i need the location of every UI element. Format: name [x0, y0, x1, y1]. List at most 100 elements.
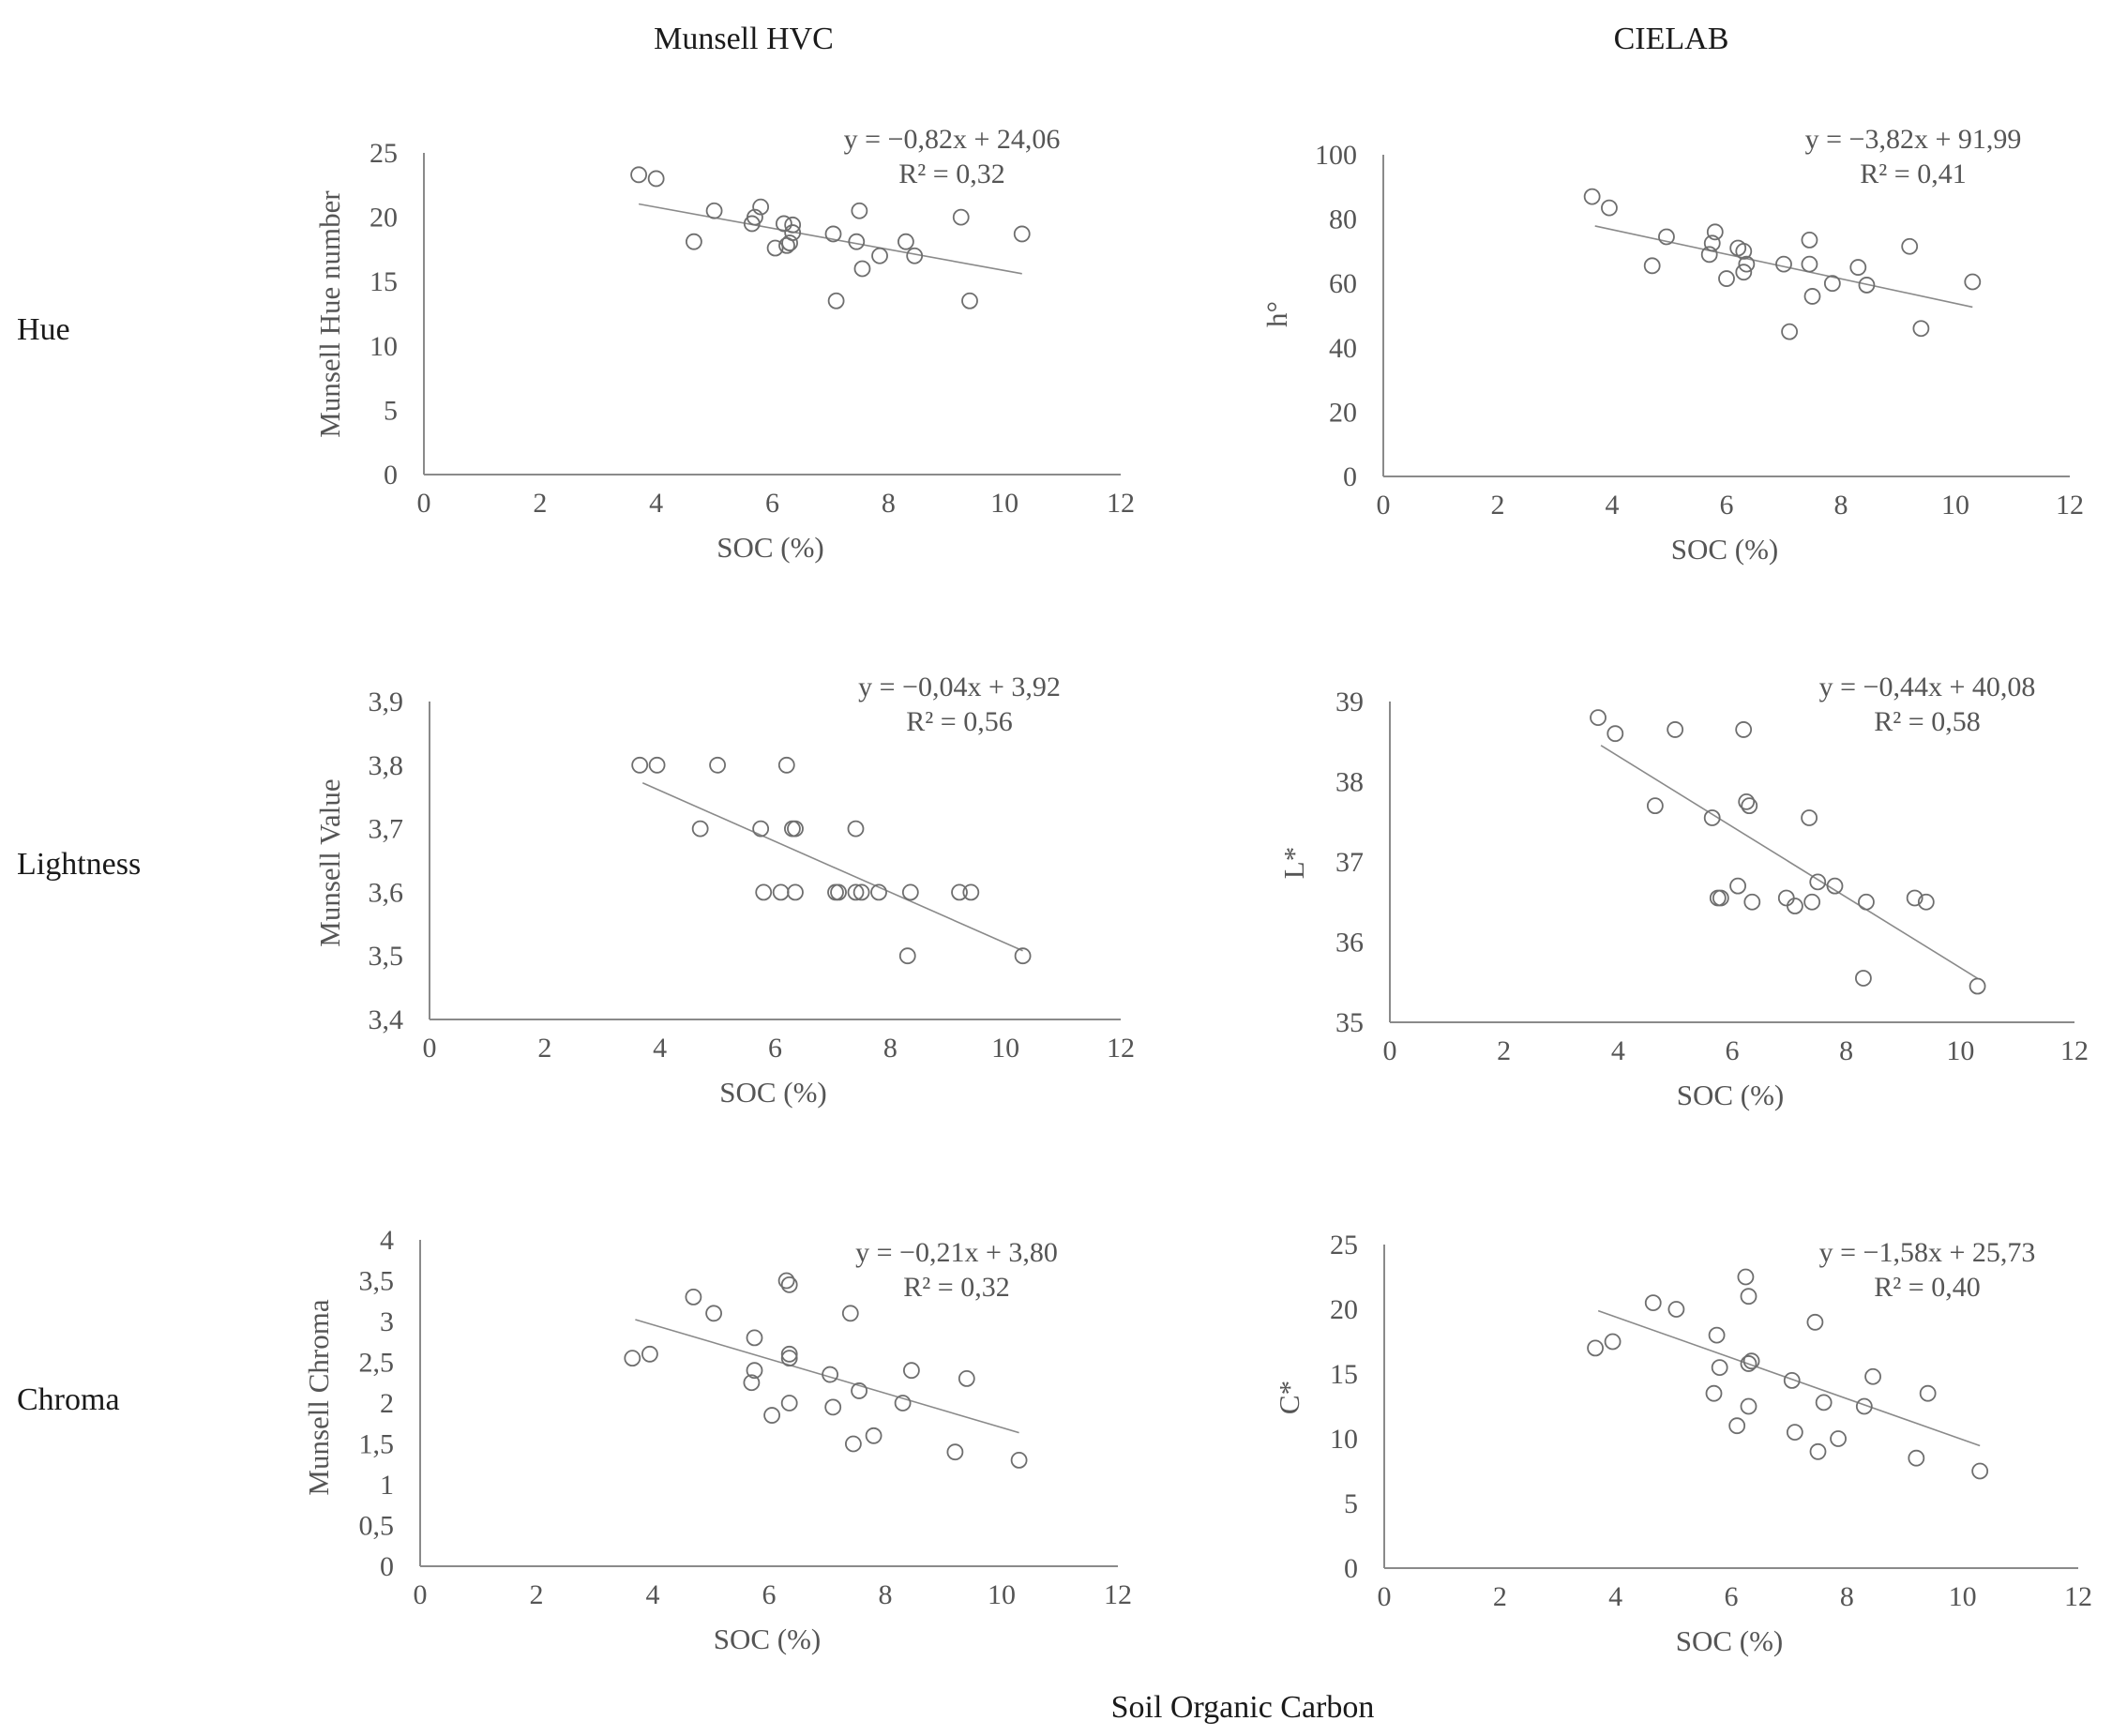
data-point — [847, 883, 865, 901]
x-tick-label: 2 — [1493, 1581, 1507, 1612]
data-point — [1781, 323, 1798, 340]
trend-equation: y = −3,82x + 91,99 — [1805, 124, 2022, 155]
y-tick-label: 0 — [384, 460, 398, 491]
data-point — [1858, 893, 1875, 911]
data-point — [709, 756, 726, 774]
data-point — [1601, 199, 1618, 217]
chart-hue-munsell: 0 2 4 6 8 10 12 0 5 10 15 20 25 SOC (%) Munsell Hue nu… — [313, 124, 1135, 564]
chart-hue-cielab: 0 2 4 6 8 10 12 0 20 40 60 80 100 SOC (%) h° y = −3,82x… — [1260, 124, 2084, 566]
x-tick-label: 2 — [530, 1579, 544, 1610]
data-point — [961, 292, 978, 309]
y-tick-label: 3,6 — [369, 877, 404, 908]
data-point — [1587, 1339, 1604, 1357]
data-point — [781, 234, 798, 251]
data-point — [1706, 223, 1724, 241]
data-point — [686, 233, 702, 250]
x-tick-label: 10 — [1946, 1035, 1974, 1066]
data-point — [648, 756, 666, 774]
r-squared-label: R² = 0,58 — [1874, 706, 1980, 737]
x-axis-title: SOC (%) — [1677, 1079, 1785, 1111]
y-tick-label: 20 — [1330, 1294, 1358, 1325]
y-axis-title: C* — [1273, 1381, 1305, 1414]
row-label-lightness: Lightness — [17, 847, 141, 882]
data-point — [1711, 1359, 1728, 1376]
data-point — [780, 1276, 798, 1293]
data-point — [747, 208, 763, 226]
data-point — [1703, 234, 1721, 252]
y-tick-label: 80 — [1329, 204, 1357, 235]
y-tick-label: 3,5 — [369, 941, 404, 972]
x-tick-label: 0 — [1383, 1035, 1397, 1066]
data-point — [847, 820, 865, 838]
x-axis-title: SOC (%) — [1676, 1624, 1784, 1657]
x-tick-label: 12 — [2056, 490, 2084, 521]
data-point — [1803, 893, 1821, 911]
data-point — [1901, 237, 1919, 255]
x-tick-label: 0 — [417, 488, 431, 519]
x-tick-label: 0 — [1377, 490, 1391, 521]
data-point — [1917, 893, 1935, 911]
x-tick-label: 6 — [765, 488, 779, 519]
data-point — [1643, 257, 1661, 275]
y-tick-label: 39 — [1335, 687, 1364, 717]
x-tick-label: 2 — [1491, 490, 1505, 521]
trendline — [1600, 745, 1979, 979]
data-point — [752, 820, 770, 838]
data-point — [1735, 264, 1753, 281]
y-tick-label: 4 — [380, 1225, 394, 1256]
y-tick-label: 20 — [1329, 397, 1357, 428]
x-axis-title: SOC (%) — [717, 531, 824, 564]
y-tick-label: 5 — [1344, 1488, 1358, 1519]
x-tick-label: 6 — [768, 1033, 782, 1064]
data-point — [777, 1272, 795, 1290]
x-tick-label: 10 — [1949, 1581, 1977, 1612]
data-point — [1712, 889, 1729, 907]
data-point — [1740, 1355, 1757, 1372]
data-point — [1912, 320, 1930, 338]
data-point — [1667, 1301, 1685, 1318]
x-tick-label: 10 — [990, 488, 1018, 519]
data-point — [827, 292, 845, 309]
data-point — [766, 239, 784, 257]
data-point — [772, 883, 790, 901]
data-point — [962, 883, 980, 901]
data-point — [705, 202, 723, 219]
y-tick-label: 0 — [1344, 1553, 1358, 1584]
x-tick-label: 2 — [537, 1033, 551, 1064]
x-tick-label: 12 — [1107, 1033, 1135, 1064]
data-point — [1741, 797, 1758, 815]
chart-lightness-munsell: 0 2 4 6 8 10 12 3,4 3,5 3,6 3,7 3,8 3,9 SOC (%) Munsel… — [313, 672, 1135, 1109]
y-tick-label: 35 — [1335, 1007, 1364, 1038]
data-point — [1801, 255, 1818, 273]
data-point — [780, 1395, 798, 1411]
y-tick-label: 36 — [1335, 928, 1364, 959]
chart-lightness-cielab: 0 2 4 6 8 10 12 35 36 37 38 39 SOC (%) L* y = −0,44x +… — [1277, 672, 2089, 1111]
data-point — [894, 1395, 912, 1411]
data-point — [1855, 1397, 1873, 1415]
data-point — [1010, 1452, 1028, 1469]
y-tick-label: 3,4 — [369, 1004, 404, 1035]
data-point — [1775, 255, 1792, 273]
data-point — [746, 1329, 763, 1347]
trend-equation: y = −1,58x + 25,73 — [1819, 1237, 2036, 1268]
trend-equation: y = −0,04x + 3,92 — [858, 672, 1061, 702]
data-point — [898, 233, 914, 250]
data-point — [787, 820, 804, 838]
y-tick-label: 3 — [380, 1306, 394, 1337]
y-axis-title: h° — [1260, 301, 1293, 327]
x-tick-label: 4 — [1608, 1581, 1622, 1612]
data-point — [1855, 970, 1872, 987]
column-header-munsell: Munsell HVC — [654, 22, 834, 56]
data-point — [951, 883, 968, 901]
data-point — [1735, 242, 1753, 260]
y-tick-label: 3,5 — [359, 1266, 395, 1297]
data-point — [1815, 1394, 1833, 1411]
data-point — [952, 208, 970, 226]
x-tick-label: 0 — [1378, 1581, 1392, 1612]
data-point — [1823, 275, 1841, 293]
data-point — [830, 883, 847, 901]
x-tick-label: 12 — [2064, 1581, 2092, 1612]
x-tick-label: 6 — [1720, 490, 1734, 521]
data-point — [1801, 809, 1818, 826]
